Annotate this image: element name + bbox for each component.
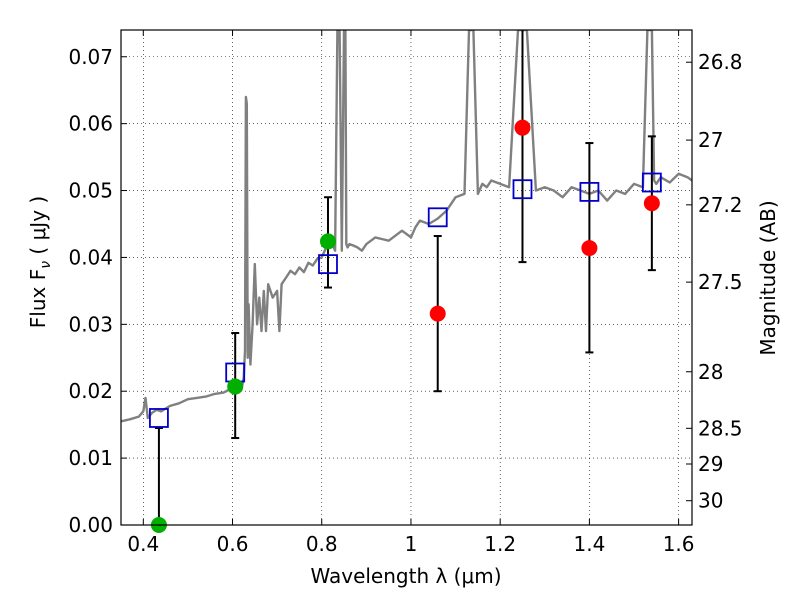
detection-point xyxy=(227,378,244,395)
error-bars xyxy=(154,30,656,526)
spectrum-line xyxy=(121,30,692,423)
ir-point xyxy=(429,305,446,322)
model-spectrum xyxy=(121,30,692,423)
right-tick-label: 27.2 xyxy=(698,193,743,217)
x-tick-label: 1.6 xyxy=(663,532,695,556)
y-axis-label-unit: ( μJy ) xyxy=(26,196,50,261)
y-axis-label-subscript: ν xyxy=(38,261,54,269)
right-tick-label: 27.5 xyxy=(698,270,743,294)
y-tick-label: 0.00 xyxy=(68,513,113,537)
x-tick-label: 1.2 xyxy=(484,532,516,556)
x-tick-label: 0.6 xyxy=(217,532,249,556)
right-tick-label: 27 xyxy=(698,128,723,152)
right-tick-label: 30 xyxy=(698,489,723,513)
ir-point xyxy=(643,195,660,212)
x-axis-label: Wavelength λ (μm) xyxy=(310,564,501,588)
model-photometry-square xyxy=(427,207,448,228)
y-tick-label: 0.05 xyxy=(68,179,113,203)
model-photometry-square xyxy=(512,179,533,200)
y-tick-label: 0.03 xyxy=(68,312,113,336)
plot-frame xyxy=(120,29,693,526)
x-tick-label: 1 xyxy=(405,532,418,556)
y-axis-label-main: Flux F xyxy=(26,269,50,328)
x-tick-label: 1.4 xyxy=(573,532,605,556)
x-tick-label: 0.4 xyxy=(127,532,159,556)
data-markers xyxy=(149,119,662,533)
y-tick-label: 0.01 xyxy=(68,446,113,470)
right-tick-label: 28 xyxy=(698,360,723,384)
y-tick-label: 0.06 xyxy=(68,112,113,136)
right-tick-label: 29 xyxy=(698,452,723,476)
model-photometry-square xyxy=(149,408,169,428)
detection-point xyxy=(319,233,336,250)
ir-point xyxy=(581,240,598,257)
axis-ticks: 0.4 0.6 0.8 1 1.2 1.4 1.6 0.00 0.01 0.02 0.03 0.04 0… xyxy=(68,30,743,556)
y-tick-label: 0.07 xyxy=(68,45,113,69)
y-tick-label: 0.04 xyxy=(68,245,113,269)
y-axis-label: Flux Fν ( μJy ) xyxy=(26,196,54,328)
model-photometry-square xyxy=(318,254,338,275)
right-tick-label: 26.8 xyxy=(698,50,743,74)
ir-point xyxy=(514,119,531,136)
y-tick-label: 0.02 xyxy=(68,379,113,403)
model-photometry-square xyxy=(579,181,600,202)
right-axis-label: Magnitude (AB) xyxy=(756,200,780,355)
grid-lines xyxy=(121,30,692,526)
right-tick-label: 28.5 xyxy=(698,416,743,440)
x-tick-label: 0.8 xyxy=(306,532,338,556)
model-photometry-square xyxy=(641,172,662,193)
